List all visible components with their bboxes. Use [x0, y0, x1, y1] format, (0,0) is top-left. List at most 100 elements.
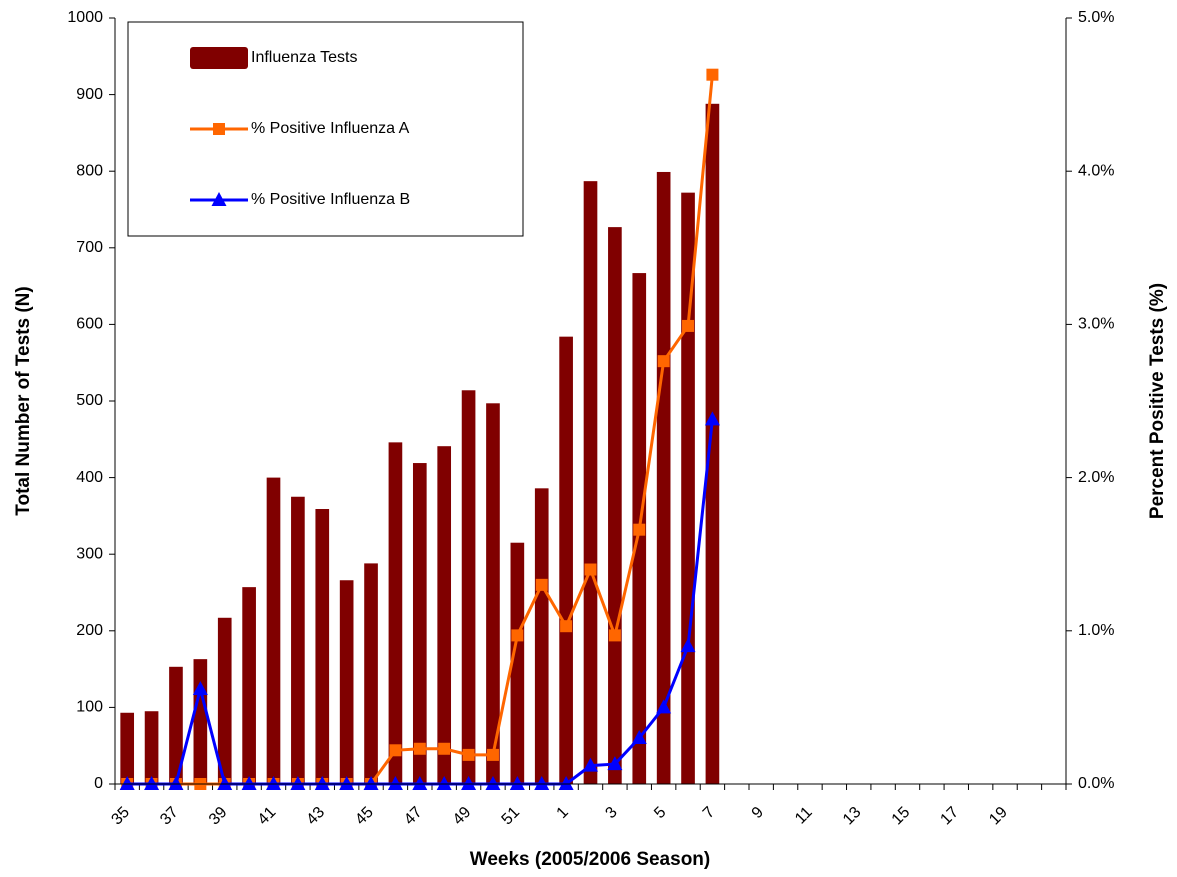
x-tick-label: 45 — [352, 804, 377, 829]
y2-tick-label: 0.0% — [1078, 775, 1114, 792]
point — [119, 776, 135, 790]
x-tick-label: 49 — [450, 804, 475, 829]
legend-label: Influenza Tests — [251, 49, 357, 66]
y2-tick-label: 1.0% — [1078, 622, 1114, 639]
y-tick-label: 100 — [76, 699, 103, 716]
point — [633, 523, 646, 536]
x-tick-label: 51 — [499, 804, 524, 829]
bar — [144, 711, 159, 784]
bar — [291, 496, 305, 784]
x-tick-label: 47 — [401, 804, 426, 829]
legend-label: % Positive Influenza A — [251, 120, 410, 137]
x-tick-label: 7 — [700, 804, 718, 822]
bar — [193, 659, 208, 784]
point — [266, 776, 281, 790]
bar — [437, 446, 452, 784]
legend-marker — [213, 123, 225, 135]
point — [680, 638, 696, 653]
bar — [242, 587, 256, 784]
bar — [412, 463, 427, 784]
point — [608, 629, 621, 642]
point — [461, 776, 477, 790]
legend-swatch — [190, 47, 248, 69]
x-tick-label: 37 — [157, 804, 182, 829]
bar — [364, 563, 378, 784]
point — [363, 776, 379, 790]
y2-tick-label: 2.0% — [1078, 469, 1114, 486]
x-tick-label: 9 — [749, 804, 767, 822]
point — [657, 355, 670, 368]
point — [486, 748, 499, 761]
x-tick-label: 5 — [651, 804, 669, 822]
bar — [681, 192, 695, 784]
legend-label: % Positive Influenza B — [251, 191, 410, 208]
point — [168, 776, 184, 790]
point — [389, 744, 402, 757]
point — [314, 776, 330, 790]
bar — [559, 336, 573, 784]
y2-tick-label: 4.0% — [1078, 162, 1114, 179]
bar — [461, 390, 476, 784]
point — [509, 776, 525, 790]
point — [535, 578, 548, 591]
point — [682, 319, 695, 332]
y-tick-label: 900 — [76, 86, 103, 103]
x-tick-label: 35 — [108, 804, 133, 829]
point — [438, 742, 451, 755]
y-tick-label: 200 — [76, 622, 103, 639]
bar — [656, 171, 671, 784]
y2-tick-label: 3.0% — [1078, 316, 1114, 333]
point — [607, 756, 623, 771]
point — [144, 776, 160, 790]
y-tick-label: 700 — [76, 239, 103, 256]
x-tick-label: 39 — [206, 804, 231, 829]
y-tick-label: 400 — [76, 469, 103, 486]
point — [217, 776, 233, 790]
y-tick-label: 500 — [76, 392, 103, 409]
legend-marker — [211, 192, 227, 206]
point — [290, 776, 306, 790]
point — [534, 776, 550, 790]
x-tick-label: 11 — [792, 804, 816, 828]
x-tick-label: 3 — [602, 804, 620, 822]
y-tick-label: 600 — [76, 316, 103, 333]
point — [192, 681, 208, 696]
bar — [510, 542, 525, 784]
legend: Influenza Tests % Positive Influenza A % P… — [127, 21, 524, 237]
x-tick-label: 15 — [889, 804, 914, 829]
bar — [388, 442, 403, 784]
bar — [169, 666, 183, 784]
point — [704, 411, 720, 426]
point — [412, 776, 428, 790]
y-tick-label: 0 — [94, 775, 103, 792]
point — [560, 620, 573, 633]
bar — [705, 103, 720, 785]
y-tick-label: 300 — [76, 545, 103, 562]
x-tick-label: 17 — [937, 804, 962, 829]
bar — [583, 181, 598, 784]
y-tick-label: 1000 — [67, 9, 103, 26]
point — [706, 68, 719, 81]
point — [485, 776, 501, 790]
bar — [608, 227, 622, 785]
x-tick-label: 13 — [840, 804, 865, 829]
point — [387, 776, 403, 790]
point — [339, 776, 355, 790]
bar — [339, 580, 354, 784]
point — [583, 757, 598, 772]
y2-tick-label: 5.0% — [1078, 9, 1114, 26]
x-axis-title: Weeks (2005/2006 Season) — [470, 849, 710, 870]
point — [631, 730, 647, 745]
y-tick-label: 800 — [76, 162, 103, 179]
bar — [217, 617, 232, 784]
point — [558, 776, 574, 790]
bar — [486, 403, 500, 784]
x-tick-label: 1 — [554, 804, 572, 822]
point — [462, 748, 475, 761]
bar — [120, 712, 135, 784]
bar — [266, 477, 281, 784]
y-axis-title: Total Number of Tests (N) — [13, 286, 34, 515]
x-tick-label: 43 — [303, 804, 328, 829]
y2-axis-title: Percent Positive Tests (%) — [1147, 283, 1168, 519]
